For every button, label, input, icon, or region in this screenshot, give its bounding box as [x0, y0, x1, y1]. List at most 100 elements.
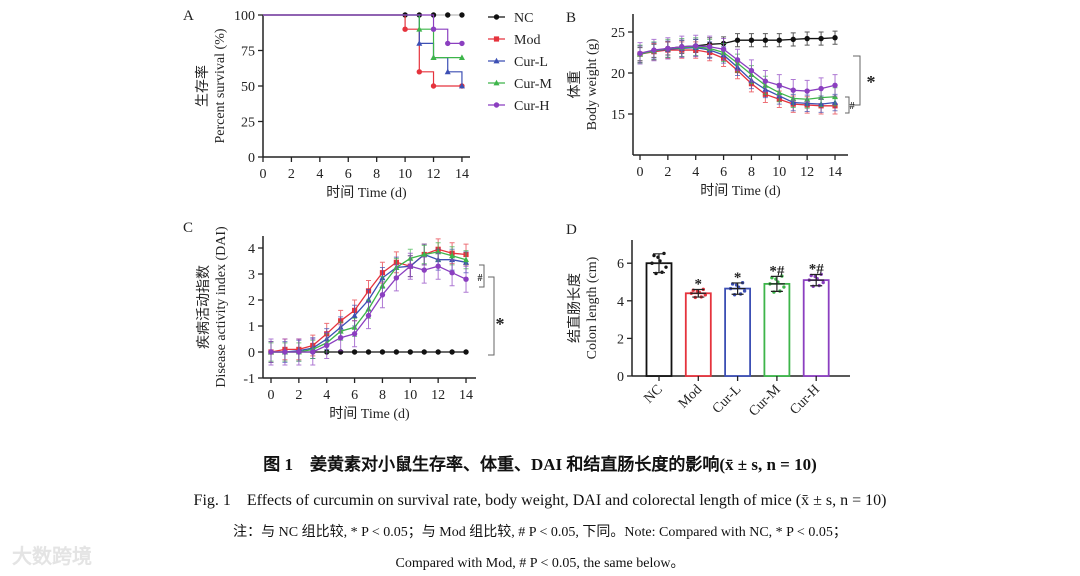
marker-circle	[449, 270, 455, 276]
marker-circle	[416, 69, 423, 75]
caption-note-line-1: 注：与 NC 组比较, * P < 0.05；与 Mod 组比较, # P < …	[233, 525, 847, 540]
data-point	[782, 285, 786, 289]
x-axis-title: 时间 Time (d)	[326, 185, 407, 201]
marker-circle	[776, 82, 782, 89]
significance-bracket	[853, 55, 861, 106]
caption-title-en: Fig. 1 Effects of curcumin on survival r…	[193, 492, 887, 509]
marker-circle	[430, 83, 437, 89]
bar	[802, 279, 830, 377]
significance-label: *#	[809, 261, 825, 277]
y-tick-label: 6	[617, 257, 624, 272]
x-tick-label: 4	[692, 165, 699, 180]
panel-label: B	[566, 10, 576, 26]
marker-triangle	[444, 68, 451, 75]
series-cur-h	[263, 14, 465, 47]
legend-label: Mod	[514, 33, 540, 48]
marker-circle	[282, 349, 288, 355]
bar	[684, 292, 712, 377]
marker-circle	[351, 349, 358, 355]
significance-label: #	[478, 273, 483, 284]
x-tick-label: 10	[403, 388, 417, 403]
marker-circle	[421, 349, 427, 355]
marker-circle	[734, 57, 741, 63]
x-tick-label: 12	[431, 388, 445, 403]
marker-circle	[804, 88, 810, 94]
x-tick-label: 0	[268, 388, 275, 403]
marker-circle	[379, 292, 386, 298]
legend-label: Cur-H	[514, 99, 550, 114]
y-tick-label: 100	[234, 9, 255, 24]
y-tick-label: 50	[241, 80, 255, 95]
marker-triangle	[458, 82, 465, 89]
y-tick-label: -1	[243, 372, 255, 387]
bar	[645, 262, 673, 377]
y-tick-label: 20	[611, 67, 625, 82]
bar-cur-h: *#	[802, 261, 830, 377]
y-axis-title-cn: 结直肠长度	[566, 273, 583, 343]
marker-circle	[493, 14, 500, 20]
bar	[724, 287, 751, 377]
panel-label: C	[183, 220, 193, 236]
marker-circle	[762, 78, 769, 84]
series-cur-l	[263, 14, 465, 89]
y-tick-label: 3	[248, 268, 255, 283]
marker-triangle	[351, 312, 358, 318]
y-axis-title-cn: 体重	[567, 71, 583, 99]
marker-circle	[832, 82, 838, 89]
y-axis-title: Colon length (cm)	[585, 256, 600, 359]
x-tick-label: 12	[427, 167, 441, 182]
caption-note-line-2: Compared with Mod, # P < 0.05, the same …	[395, 556, 685, 571]
marker-circle	[402, 26, 408, 32]
marker-circle	[463, 349, 469, 355]
marker-circle	[651, 47, 657, 53]
marker-triangle	[416, 26, 423, 32]
significance-label: *	[734, 270, 742, 286]
bar-cur-l: *	[724, 270, 751, 377]
legend-label: NC	[514, 11, 533, 26]
x-tick-label: Cur-M	[746, 382, 784, 420]
marker-circle	[734, 37, 741, 43]
caption-title-cn: 图 1 姜黄素对小鼠生存率、体重、DAI 和结直肠长度的影响(x̄ ± s, n…	[263, 455, 817, 474]
marker-circle	[351, 331, 358, 337]
marker-circle	[679, 44, 685, 50]
marker-circle	[748, 37, 755, 43]
y-axis-title-cn: 生存率	[194, 65, 211, 107]
y-tick-label: 25	[241, 116, 255, 131]
data-point	[821, 280, 825, 285]
marker-triangle	[493, 79, 500, 86]
marker-triangle	[430, 54, 437, 60]
bar	[763, 282, 791, 377]
x-axis-title: 时间 Time (d)	[700, 183, 781, 199]
marker-circle	[790, 36, 796, 43]
marker-circle	[379, 349, 386, 355]
error-bar	[690, 288, 707, 298]
bar-mod: *	[684, 277, 712, 377]
marker-triangle	[458, 54, 465, 60]
marker-circle	[459, 12, 465, 18]
y-tick-label: 4	[617, 295, 624, 310]
x-tick-label: 8	[373, 167, 380, 182]
marker-triangle	[421, 251, 428, 257]
y-axis-title: Percent survival (%)	[213, 28, 228, 143]
marker-circle	[762, 37, 769, 43]
marker-circle	[445, 40, 451, 47]
marker-triangle	[493, 57, 500, 64]
y-tick-label: 0	[248, 151, 255, 166]
marker-circle	[832, 35, 838, 41]
marker-circle	[324, 342, 330, 349]
marker-circle	[459, 40, 465, 47]
y-axis-title: Body weight (g)	[585, 38, 600, 130]
significance-bracket	[479, 264, 485, 288]
x-tick-label: 8	[748, 165, 755, 180]
series-cur-h	[268, 252, 469, 366]
bar-nc	[645, 251, 673, 377]
x-axis-title: 时间 Time (d)	[329, 406, 410, 422]
marker-circle	[818, 85, 824, 92]
marker-circle	[365, 312, 372, 319]
error-bar	[651, 253, 667, 274]
series-cur-m	[268, 242, 470, 362]
survival-step-line	[263, 14, 462, 87]
marker-circle	[445, 12, 451, 18]
x-tick-label: 0	[260, 167, 267, 182]
